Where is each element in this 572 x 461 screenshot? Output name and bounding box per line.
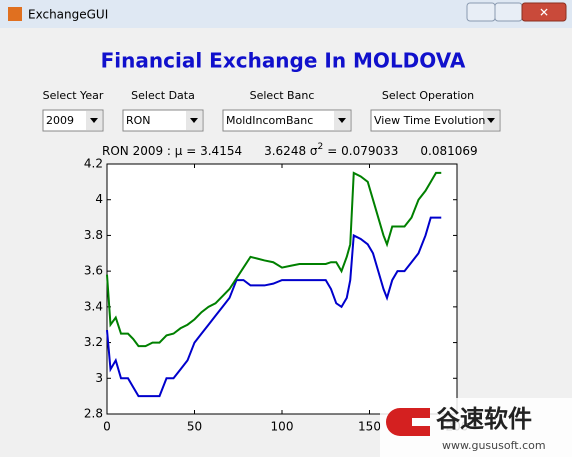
dropdown-arrow — [90, 118, 98, 123]
control-label: Select Operation — [382, 89, 474, 102]
y-tick-label: 4.2 — [84, 157, 103, 171]
y-tick-label: 4 — [95, 192, 103, 206]
maximize-button[interactable] — [494, 2, 523, 22]
stats-line: RON 2009 : μ = 3.4154 3.6248 σ2 = 0.079033… — [102, 142, 478, 158]
stats-part1: RON 2009 : μ = 3.4154 — [102, 144, 242, 158]
x-tick-label: 100 — [271, 420, 294, 434]
y-tick-label: 3.6 — [84, 264, 103, 278]
watermark-url: www.gususoft.com — [442, 439, 546, 452]
close-button[interactable] — [521, 2, 567, 22]
dropdown-value: 2009 — [46, 114, 74, 127]
app-icon — [8, 7, 22, 21]
x-tick-label: 150 — [358, 420, 381, 434]
stats-sup: 2 — [318, 142, 324, 152]
heading: Financial Exchange In MOLDOVA — [101, 49, 466, 73]
y-tick-label: 3.2 — [84, 335, 103, 349]
watermark-brand: 谷速软件 — [436, 405, 532, 433]
dropdown-value: View Time Evolution — [374, 114, 485, 127]
y-tick-label: 3 — [95, 371, 103, 385]
plot-area — [106, 163, 458, 415]
stats-part4: 0.081069 — [420, 144, 477, 158]
y-tick-label: 3.8 — [84, 228, 103, 242]
window-title: ExchangeGUI — [28, 8, 108, 22]
dropdown[interactable] — [370, 109, 501, 132]
y-tick-label: 3.4 — [84, 299, 103, 313]
dropdown-arrow — [487, 118, 495, 123]
control-label: Select Banc — [250, 89, 315, 102]
control-label: Select Year — [43, 89, 104, 102]
x-tick-label: 50 — [187, 420, 202, 434]
dropdown-arrow — [190, 118, 198, 123]
control-label: Select Data — [131, 89, 195, 102]
watermark: 谷速软件 www.gususoft.com — [380, 398, 572, 457]
dropdown-value: RON — [126, 114, 151, 127]
dropdown-value: MoldIncomBanc — [226, 114, 313, 127]
dropdown[interactable] — [122, 109, 204, 132]
y-tick-label: 2.8 — [84, 407, 103, 421]
close-icon: ✕ — [539, 6, 549, 20]
x-tick-label: 0 — [103, 420, 111, 434]
watermark-logo — [386, 408, 430, 436]
series-line — [106, 171, 442, 348]
series-line — [106, 216, 442, 398]
dropdown[interactable] — [222, 109, 352, 132]
minimize-button[interactable] — [466, 2, 496, 22]
dropdown-arrow — [338, 118, 346, 123]
stats-part2: 3.6248 σ — [264, 144, 318, 158]
stats-part3: = 0.079033 — [327, 144, 398, 158]
